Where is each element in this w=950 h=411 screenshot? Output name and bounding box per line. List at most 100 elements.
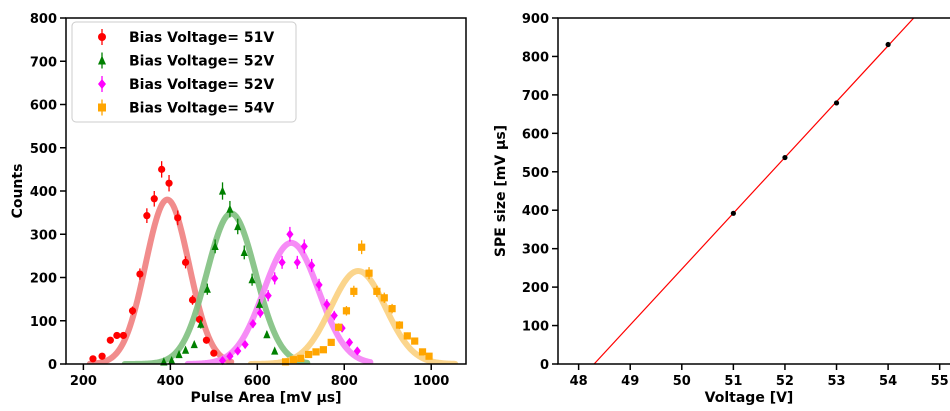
data-point bbox=[308, 260, 316, 270]
data-point bbox=[271, 273, 279, 283]
right-plot-frame bbox=[557, 17, 950, 365]
y-tick-label: 600 bbox=[522, 127, 549, 142]
x-tick-label: 49 bbox=[621, 374, 639, 389]
spe-size-vs-voltage-chart: 48 49 50 51 52 53 54 55 0 100 200 300 400 500 600 700 8… bbox=[493, 12, 950, 406]
right-x-axis-label: Voltage [V] bbox=[705, 390, 794, 406]
fit-curve bbox=[184, 239, 374, 364]
data-point bbox=[365, 269, 373, 277]
y-tick-label: 200 bbox=[30, 272, 57, 287]
data-point bbox=[255, 299, 264, 308]
x-tick-label: 51 bbox=[724, 374, 742, 389]
data-point bbox=[782, 154, 788, 161]
right-y-axis-label: SPE size [mV µs] bbox=[493, 125, 509, 257]
data-point bbox=[188, 296, 197, 304]
data-point bbox=[226, 351, 234, 361]
data-point bbox=[327, 338, 335, 346]
data-point bbox=[168, 355, 176, 365]
x-tick-label: 53 bbox=[827, 374, 845, 389]
data-point bbox=[403, 332, 411, 340]
data-point bbox=[297, 354, 305, 362]
linear-fit-line-group bbox=[593, 18, 915, 364]
y-tick-label: 100 bbox=[30, 315, 57, 330]
data-point bbox=[181, 345, 190, 354]
legend-label: Bias Voltage= 51V bbox=[129, 30, 274, 46]
data-point bbox=[218, 355, 227, 366]
data-point bbox=[190, 339, 198, 349]
y-tick-label: 0 bbox=[48, 358, 57, 373]
legend-marker bbox=[98, 55, 106, 65]
spe-size-points bbox=[730, 41, 891, 216]
left-x-axis-label: Pulse Area [mV µs] bbox=[190, 390, 341, 406]
data-point bbox=[425, 352, 433, 360]
y-tick-label: 700 bbox=[522, 89, 549, 104]
data-point bbox=[263, 329, 271, 339]
data-point bbox=[128, 307, 137, 315]
fit-curve bbox=[121, 210, 311, 364]
x-tick-label: 50 bbox=[673, 374, 691, 389]
legend-box bbox=[71, 21, 297, 123]
data-point bbox=[98, 352, 106, 360]
y-tick-label: 500 bbox=[522, 166, 549, 181]
data-point bbox=[158, 165, 166, 173]
data-point bbox=[89, 355, 97, 363]
left-y-axis-label: Counts bbox=[10, 164, 26, 219]
data-point bbox=[195, 315, 204, 324]
histogram-points bbox=[89, 161, 433, 366]
fit-curve bbox=[86, 196, 235, 364]
data-point bbox=[323, 299, 331, 309]
data-point bbox=[226, 204, 234, 213]
data-point bbox=[211, 241, 219, 250]
data-point bbox=[319, 346, 327, 354]
data-point bbox=[241, 339, 249, 350]
x-tick-label: 400 bbox=[157, 374, 184, 389]
y-tick-label: 300 bbox=[30, 228, 57, 243]
legend-label: Bias Voltage= 52V bbox=[129, 54, 274, 70]
data-point bbox=[286, 229, 294, 239]
data-point bbox=[106, 336, 114, 344]
data-point bbox=[136, 270, 144, 278]
data-point bbox=[119, 331, 127, 340]
data-point bbox=[315, 280, 323, 290]
left-y-axis-ticks: 0 100 200 300 400 500 600 700 800 bbox=[30, 12, 66, 373]
data-point bbox=[113, 331, 121, 340]
y-tick-label: 800 bbox=[522, 50, 549, 65]
data-point bbox=[342, 307, 351, 315]
data-point bbox=[143, 212, 151, 220]
data-point bbox=[411, 337, 419, 345]
y-tick-label: 700 bbox=[30, 55, 57, 70]
legend-marker bbox=[98, 33, 106, 41]
y-tick-label: 200 bbox=[522, 281, 549, 296]
data-point bbox=[833, 100, 840, 106]
x-tick-label: 52 bbox=[776, 374, 794, 389]
x-tick-label: 1000 bbox=[413, 374, 449, 389]
data-point bbox=[249, 319, 257, 329]
x-tick-label: 55 bbox=[931, 374, 949, 389]
y-tick-label: 0 bbox=[540, 358, 549, 373]
y-tick-label: 900 bbox=[522, 12, 549, 27]
data-point bbox=[175, 349, 183, 359]
y-tick-label: 600 bbox=[30, 99, 57, 114]
left-x-axis-ticks: 200 400 600 800 1000 bbox=[70, 364, 449, 389]
legend-marker bbox=[98, 103, 106, 112]
legend-label: Bias Voltage= 52V bbox=[129, 77, 274, 93]
data-point bbox=[234, 221, 242, 231]
y-tick-label: 400 bbox=[522, 204, 549, 219]
data-point bbox=[730, 210, 736, 216]
y-tick-label: 400 bbox=[30, 185, 57, 200]
legend-label: Bias Voltage= 54V bbox=[129, 101, 274, 117]
data-point bbox=[335, 323, 343, 331]
data-point bbox=[197, 319, 205, 328]
data-point bbox=[380, 294, 388, 302]
data-point bbox=[418, 348, 427, 356]
data-point bbox=[278, 257, 286, 267]
data-point bbox=[373, 287, 381, 295]
data-point bbox=[312, 348, 320, 356]
data-point bbox=[885, 41, 891, 48]
y-tick-label: 100 bbox=[522, 320, 549, 335]
data-point bbox=[271, 346, 279, 355]
data-point bbox=[234, 346, 242, 356]
right-y-axis-ticks: 0 100 200 300 400 500 600 700 800 900 bbox=[522, 12, 558, 373]
data-point bbox=[174, 214, 182, 222]
